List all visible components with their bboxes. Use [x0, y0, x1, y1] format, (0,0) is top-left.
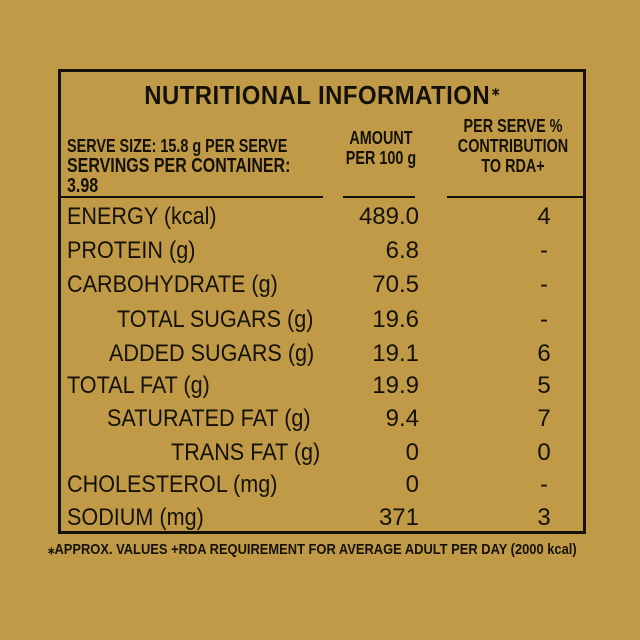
row-label: TOTAL FAT (g) — [67, 372, 210, 399]
nutrition-title: NUTRITIONAL INFORMATION ⁎ — [82, 80, 562, 111]
header-rule-left — [61, 196, 323, 198]
table-row: TOTAL SUGARS (g) 19.6 - — [67, 303, 583, 337]
row-rda: 0 — [537, 439, 551, 466]
row-label: ENERGY (kcal) — [67, 203, 217, 230]
title-text: NUTRITIONAL INFORMATION — [144, 80, 491, 110]
serve-size-text: SERVE SIZE: 15.8 g PER SERVE — [67, 136, 288, 156]
row-label: SODIUM (mg) — [67, 504, 204, 531]
row-label: PROTEIN (g) — [67, 237, 196, 264]
row-amount: 6.8 — [385, 237, 419, 264]
row-rda: 6 — [537, 340, 551, 367]
nutrition-panel: NUTRITIONAL INFORMATION ⁎ SERVE SIZE: 15.… — [58, 69, 586, 534]
row-label: SATURATED FAT (g) — [107, 405, 311, 432]
row-amount: 489.0 — [358, 203, 419, 230]
row-rda: 4 — [537, 203, 551, 230]
row-amount: 0 — [405, 471, 419, 498]
table-row: CHOLESTEROL (mg) 0 - — [67, 468, 583, 502]
amount-header: AMOUNT PER 100 g — [341, 128, 421, 168]
row-amount: 19.1 — [372, 340, 419, 367]
amount-line2: PER 100 g — [345, 148, 417, 168]
row-amount: 9.4 — [385, 405, 419, 432]
row-rda: - — [540, 306, 548, 333]
header-rule-mid — [343, 196, 415, 198]
approx-mark-icon: ⁎ — [491, 82, 500, 99]
table-row: ENERGY (kcal) 489.0 4 — [67, 200, 583, 234]
rda-line3: TO RDA+ — [481, 156, 545, 176]
amount-line1: AMOUNT — [349, 128, 413, 148]
header-rule-right — [447, 196, 583, 198]
row-rda: - — [540, 271, 548, 298]
table-row: SATURATED FAT (g) 9.4 7 — [67, 402, 583, 436]
servings-text: SERVINGS PER CONTAINER: 3.98 — [67, 155, 291, 197]
footnote: ⁎APPROX. VALUES +RDA REQUIREMENT FOR AVE… — [48, 541, 577, 558]
row-amount: 0 — [405, 439, 419, 466]
row-rda: 7 — [537, 405, 551, 432]
table-row: ADDED SUGARS (g) 19.1 6 — [67, 337, 583, 371]
table-row: TRANS FAT (g) 0 0 — [67, 436, 583, 470]
row-amount: 70.5 — [372, 271, 419, 298]
row-label: TOTAL SUGARS (g) — [117, 306, 314, 333]
row-rda: - — [540, 237, 548, 264]
row-rda: - — [540, 471, 548, 498]
serve-size-header: SERVE SIZE: 15.8 g PER SERVE SERVINGS PE… — [67, 136, 307, 196]
row-label: CHOLESTEROL (mg) — [67, 471, 278, 498]
table-row: SODIUM (mg) 371 3 — [67, 501, 583, 535]
rda-line1: PER SERVE % — [463, 116, 563, 136]
row-amount: 19.6 — [372, 306, 419, 333]
row-amount: 371 — [378, 504, 419, 531]
row-label: CARBOHYDRATE (g) — [67, 271, 278, 298]
rda-header: PER SERVE % CONTRIBUTION TO RDA+ — [449, 116, 577, 176]
row-rda: 5 — [537, 372, 551, 399]
table-row: TOTAL FAT (g) 19.9 5 — [67, 369, 583, 403]
row-amount: 19.9 — [372, 372, 419, 399]
row-label: TRANS FAT (g) — [171, 439, 321, 466]
table-row: CARBOHYDRATE (g) 70.5 - — [67, 268, 583, 302]
row-label: ADDED SUGARS (g) — [109, 340, 315, 367]
row-rda: 3 — [537, 504, 551, 531]
table-row: PROTEIN (g) 6.8 - — [67, 234, 583, 268]
rda-line2: CONTRIBUTION — [457, 136, 569, 156]
